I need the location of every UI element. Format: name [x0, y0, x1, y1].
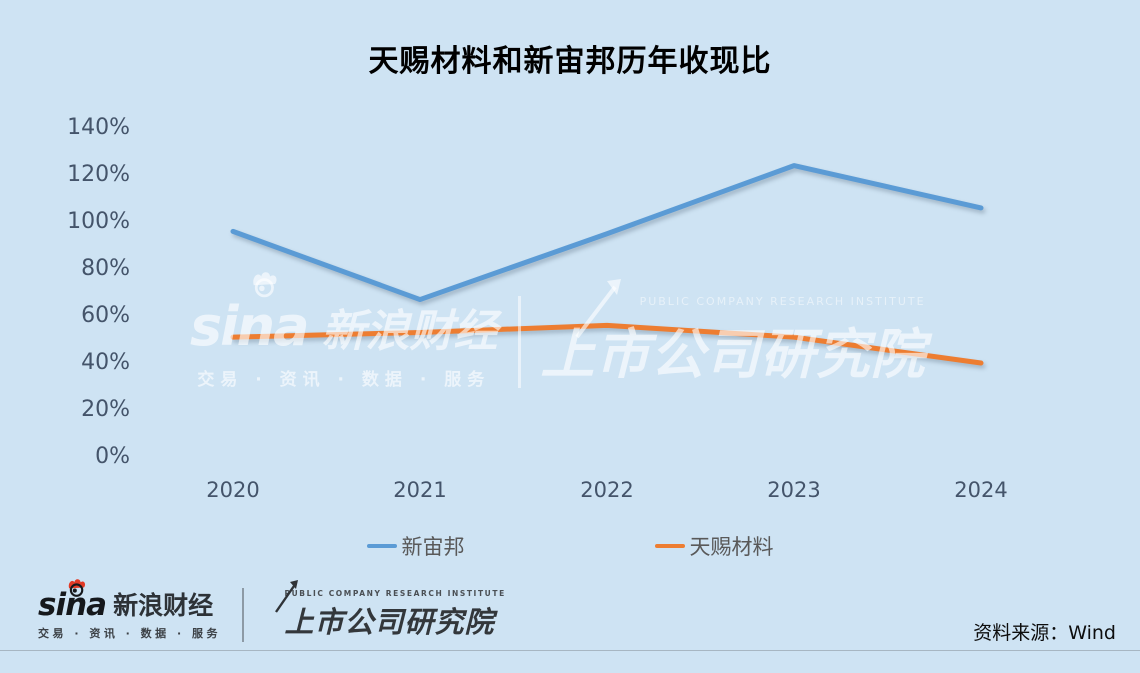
footer-sina-logo: sina 新浪财经 交易 · 资讯 · 数据 · 服务 — [38, 578, 222, 641]
x-tick-label: 2022 — [580, 478, 634, 502]
legend-label: 天赐材料 — [689, 535, 774, 559]
series-line-新宙邦 — [230, 163, 984, 303]
x-tick-label: 2024 — [954, 478, 1008, 502]
footer-logos: sina 新浪财经 交易 · 资讯 · 数据 · 服务 PUBLIC COMPA… — [38, 578, 506, 642]
x-tick-label: 2020 — [206, 478, 260, 502]
footer-brand: 新浪财经 — [113, 590, 214, 620]
y-tick-label: 0% — [95, 444, 130, 469]
legend-item: 新宙邦 — [366, 531, 465, 561]
footer-rule — [0, 650, 1140, 651]
series-line-天赐材料 — [230, 322, 984, 366]
y-tick-label: 140% — [67, 115, 130, 140]
footer-institute-cn: 上市公司研究院 — [284, 605, 495, 639]
x-tick-label: 2023 — [767, 478, 821, 502]
y-tick-label: 40% — [81, 350, 130, 375]
y-tick-label: 120% — [67, 162, 130, 187]
footer-institute-en: PUBLIC COMPANY RESEARCH INSTITUTE — [284, 589, 506, 598]
line-chart-svg — [230, 163, 984, 366]
chart-legend: 新宙邦 天赐材料 — [0, 531, 1140, 561]
footer-institute-logo: PUBLIC COMPANY RESEARCH INSTITUTE 上市公司研究… — [265, 580, 506, 641]
y-axis-labels: 0% 20% 40% 60% 80% 100% 120% 140% — [40, 0, 130, 520]
legend-marker — [654, 543, 685, 549]
footer-tagline: 交易 · 资讯 · 数据 · 服务 — [38, 626, 222, 640]
x-tick-label: 2021 — [393, 478, 447, 502]
y-tick-label: 100% — [67, 209, 130, 234]
legend-marker — [366, 543, 397, 549]
y-tick-label: 60% — [81, 303, 130, 328]
y-tick-label: 20% — [81, 397, 130, 422]
sina-eye-icon — [65, 577, 89, 602]
y-tick-label: 80% — [81, 256, 130, 281]
footer-divider — [242, 588, 244, 642]
legend-item: 天赐材料 — [654, 531, 774, 561]
footer-arrow-icon — [271, 579, 301, 619]
chart-title: 天赐材料和新宙邦历年收现比 — [368, 44, 772, 79]
legend-label: 新宙邦 — [401, 535, 465, 559]
data-source-label: 资料来源：Wind — [973, 622, 1116, 644]
